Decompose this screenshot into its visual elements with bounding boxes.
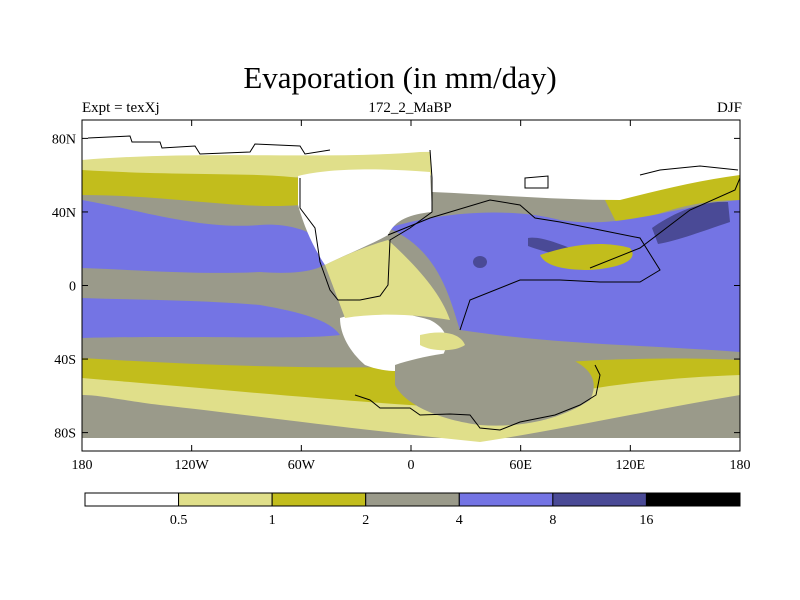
x-tick-label: 180 — [72, 458, 93, 473]
field-fill-land-north — [298, 169, 432, 265]
experiment-label: Expt = texXj — [82, 100, 160, 116]
y-axis: 80N 40N 0 40S 80S — [52, 132, 740, 442]
colorbar-label: 1 — [269, 513, 276, 528]
field-fill-8-16-spot — [473, 256, 487, 268]
map-title: Evaporation (in mm/day) — [243, 60, 557, 95]
colorbar-swatch — [84, 492, 180, 507]
y-tick-label: 80S — [54, 427, 76, 442]
map-field — [82, 120, 740, 451]
y-tick-label: 40S — [54, 353, 76, 368]
colorbar-swatch — [458, 492, 554, 507]
coastline-arctic-west — [87, 135, 331, 155]
colorbar-swatch — [645, 492, 741, 507]
x-tick-label: 120E — [616, 458, 646, 473]
x-axis: 180 120W 60W 0 60E 120E 180 — [72, 120, 751, 473]
field-fill-4-8-west — [82, 200, 330, 273]
x-tick-label: 180 — [730, 458, 751, 473]
colorbar-label: 2 — [362, 513, 369, 528]
field-fill-land-gray — [395, 349, 594, 426]
x-tick-label: 60W — [288, 458, 316, 473]
coastline-island — [524, 175, 549, 189]
field-fill-land-south — [340, 312, 447, 372]
colorbar-swatch — [365, 492, 460, 507]
colorbar-label: 4 — [456, 513, 463, 528]
coastlines — [87, 135, 740, 431]
x-tick-label: 60E — [509, 458, 532, 473]
colorbar: 0.5 1 2 4 8 16 — [84, 492, 741, 528]
colorbar-label: 16 — [639, 513, 653, 528]
y-tick-label: 80N — [52, 132, 76, 147]
coastline-arctic-east — [639, 165, 739, 176]
field-fill-land-ne — [430, 146, 740, 200]
season-label: DJF — [716, 100, 742, 116]
colorbar-swatch — [271, 492, 367, 507]
coastline-south — [354, 364, 601, 431]
y-tick-label: 40N — [52, 206, 76, 221]
field-fill-land-lightblob — [420, 332, 465, 351]
x-tick-label: 120W — [175, 458, 210, 473]
field-fill-asia — [540, 244, 633, 270]
y-tick-label: 0 — [69, 280, 76, 295]
field-fill-antarctic — [82, 438, 740, 451]
colorbar-swatch — [552, 492, 647, 507]
coastline-east — [387, 199, 661, 331]
colorbar-label: 8 — [549, 513, 556, 528]
field-fill-4-8-westsouth — [82, 298, 340, 338]
field-fill-north-mid — [82, 170, 300, 207]
colorbar-swatch — [178, 492, 273, 507]
coastline-north-continent — [299, 149, 433, 301]
coastline-east-inner — [589, 177, 740, 269]
field-fill-8-16-east — [652, 201, 730, 244]
field-fill-4-8-east — [388, 200, 740, 352]
period-label: 172_2_MaBP — [368, 100, 452, 116]
x-tick-label: 0 — [408, 458, 415, 473]
colorbar-label: 0.5 — [170, 513, 188, 528]
